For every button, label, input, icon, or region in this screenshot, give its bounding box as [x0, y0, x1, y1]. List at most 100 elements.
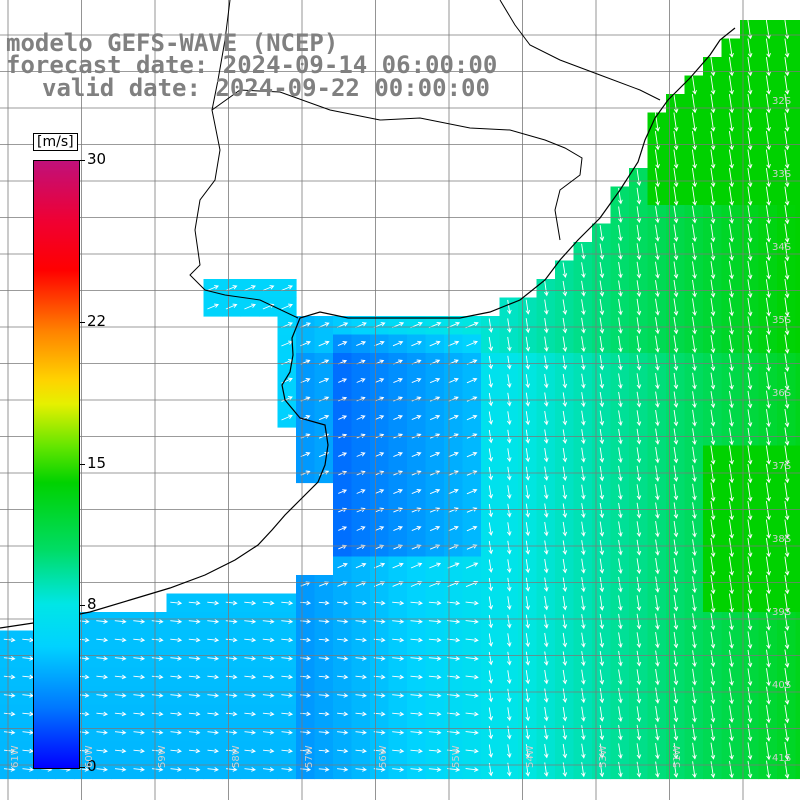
wind-arrow — [488, 522, 494, 536]
wind-arrow — [466, 488, 478, 495]
colorbar-tick — [79, 463, 85, 465]
wind-arrow — [729, 668, 734, 686]
wind-arrow — [506, 707, 512, 722]
wind-arrow — [728, 75, 734, 95]
wind-arrow — [636, 650, 642, 667]
wind-arrow — [281, 674, 294, 680]
wind-arrow — [525, 355, 531, 370]
lat-label: 41S — [772, 753, 792, 764]
wind-arrow — [410, 711, 423, 717]
wind-arrow — [281, 600, 294, 606]
wind-arrow — [766, 649, 771, 668]
wind-arrow — [562, 410, 568, 426]
wind-arrow — [692, 742, 697, 760]
wind-arrow — [655, 706, 660, 723]
wind-arrow — [562, 669, 568, 685]
wind-arrow — [636, 391, 642, 408]
wind-arrow — [765, 223, 771, 243]
wind-arrow — [262, 600, 275, 606]
wind-arrow — [562, 392, 568, 408]
wind-arrow — [525, 614, 531, 629]
wind-arrow — [636, 280, 642, 298]
wind-arrow — [244, 730, 256, 735]
wind-arrow — [96, 748, 108, 754]
wind-arrow — [225, 711, 238, 717]
wind-arrow — [673, 483, 679, 501]
wind-arrow — [710, 149, 716, 169]
wind-arrow — [655, 521, 660, 538]
wind-arrow — [244, 619, 257, 624]
wind-arrow — [544, 281, 549, 297]
wind-arrow — [784, 445, 790, 465]
wind-arrow — [355, 637, 367, 643]
wind-arrow — [784, 519, 790, 539]
colorbar-tick — [79, 160, 85, 161]
wind-arrow — [618, 724, 623, 741]
wind-arrow — [337, 767, 349, 772]
wind-arrow — [710, 575, 716, 595]
wind-arrow — [655, 484, 660, 501]
wind-arrow — [784, 94, 790, 114]
wind-arrow — [562, 299, 568, 316]
wind-arrow — [96, 674, 109, 680]
wind-arrow — [506, 392, 512, 407]
wind-arrow — [765, 186, 771, 206]
wind-arrow — [599, 225, 605, 242]
wind-arrow — [673, 112, 679, 132]
wind-arrow — [543, 392, 549, 407]
wind-arrow — [170, 656, 183, 661]
wind-arrow — [673, 279, 679, 298]
wind-arrow — [188, 767, 201, 772]
wind-arrow — [673, 539, 679, 556]
wind-arrow — [448, 396, 459, 402]
wind-arrow — [562, 373, 568, 389]
wind-arrow — [710, 391, 716, 409]
wind-arrow — [655, 243, 660, 261]
wind-arrow — [784, 575, 790, 595]
wind-arrow — [133, 637, 146, 643]
wind-cell — [795, 649, 800, 669]
wind-arrow — [151, 674, 164, 680]
wind-arrow — [318, 414, 330, 421]
wind-arrow — [525, 522, 531, 537]
wind-arrow — [692, 446, 697, 464]
wind-arrow — [562, 280, 568, 297]
wind-arrow — [691, 94, 697, 114]
wind-arrow — [599, 632, 605, 648]
lon-label: 61W — [10, 745, 21, 768]
coastline — [0, 27, 736, 629]
wind-arrow — [784, 686, 790, 705]
wind-arrow — [747, 279, 753, 299]
wind-arrow — [374, 340, 385, 347]
wind-arrow — [673, 391, 679, 408]
wind-arrow — [692, 668, 697, 686]
wind-cell — [795, 242, 800, 262]
wind-arrow — [225, 730, 238, 735]
colorbar-tick-label: 8 — [87, 595, 97, 614]
wind-arrow — [636, 206, 642, 224]
wind-arrow — [525, 374, 531, 389]
wind-arrow — [525, 577, 531, 592]
wind-arrow — [392, 600, 405, 606]
wind-arrow — [599, 762, 605, 778]
wind-arrow — [225, 619, 238, 624]
wind-arrow — [525, 503, 531, 518]
wind-arrow — [188, 619, 201, 624]
wind-arrow — [728, 38, 734, 58]
wind-arrow — [337, 730, 349, 735]
wind-arrow — [655, 632, 660, 649]
wind-arrow — [729, 409, 734, 427]
uruguay-border — [211, 89, 583, 241]
wind-arrow — [673, 224, 679, 242]
wind-arrow — [710, 242, 716, 261]
wind-arrow — [599, 355, 605, 371]
wind-arrow — [356, 415, 366, 420]
colorbar-tick-label: 30 — [87, 150, 107, 168]
wind-arrow — [710, 112, 716, 132]
wind-arrow — [728, 149, 734, 169]
wind-arrow — [710, 501, 716, 521]
wind-arrow — [96, 619, 109, 624]
wind-arrow — [654, 112, 660, 132]
wind-arrow — [188, 693, 201, 698]
